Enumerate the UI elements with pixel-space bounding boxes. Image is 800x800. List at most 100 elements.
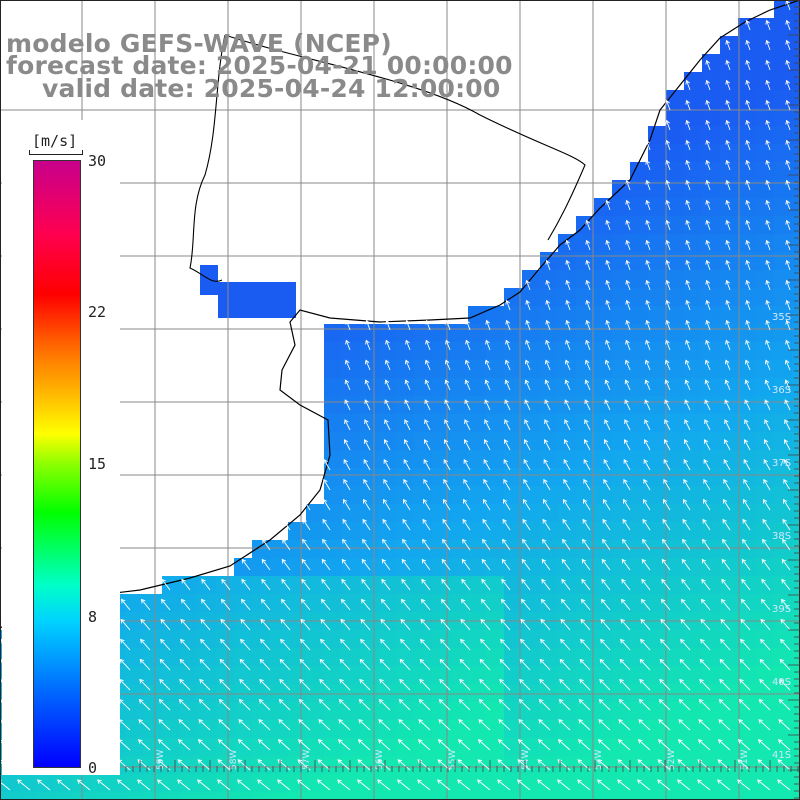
wind-arrow — [563, 458, 571, 471]
wind-arrow — [300, 618, 311, 631]
wind-arrow — [619, 678, 631, 691]
wind-arrow — [765, 199, 771, 211]
wind-arrow — [705, 299, 711, 311]
wind-arrow — [604, 419, 611, 431]
wind-arrow — [761, 558, 771, 571]
wind-arrow — [401, 578, 411, 591]
wind-arrow — [583, 478, 591, 491]
wind-arrow — [460, 618, 471, 631]
wind-arrow — [744, 419, 751, 431]
wind-arrow — [479, 678, 491, 691]
wind-arrow — [564, 399, 571, 411]
wind-arrow — [605, 339, 611, 351]
wind-arrow — [280, 618, 291, 631]
wind-arrow — [179, 678, 191, 691]
wind-arrow — [785, 79, 791, 91]
wind-arrow — [240, 618, 251, 631]
wind-arrow — [662, 518, 671, 531]
wind-arrow — [584, 359, 591, 371]
wind-arrow — [498, 698, 511, 711]
wind-arrow — [705, 159, 711, 171]
wind-arrow — [585, 219, 591, 231]
wind-arrow — [677, 739, 691, 751]
wind-arrow — [621, 578, 631, 591]
wind-arrow — [260, 618, 271, 631]
wind-arrow — [445, 319, 451, 331]
wind-arrow — [239, 658, 251, 671]
wind-arrow — [604, 359, 611, 371]
wind-arrow — [363, 458, 371, 471]
wind-arrow — [765, 19, 771, 31]
wind-arrow — [643, 478, 651, 491]
wind-arrow — [685, 199, 691, 211]
wind-arrow — [639, 658, 651, 671]
lat-label: 36S — [772, 385, 791, 396]
wind-arrow — [404, 399, 411, 411]
wind-arrow — [460, 598, 471, 611]
wind-arrow — [200, 638, 211, 651]
lon-label: 55W — [448, 750, 458, 770]
wind-arrow — [705, 199, 711, 211]
wind-arrow — [158, 698, 171, 711]
wind-arrow — [681, 558, 691, 571]
wind-arrow — [140, 598, 151, 611]
colorbar-tick-15: 15 — [88, 455, 107, 473]
wind-arrow — [783, 439, 791, 451]
wind-arrow — [759, 678, 771, 691]
wind-arrow — [501, 578, 511, 591]
wind-arrow — [584, 419, 591, 431]
wind-arrow — [720, 638, 731, 651]
wind-arrow — [679, 658, 691, 671]
wind-arrow — [624, 419, 631, 431]
wind-arrow — [760, 598, 771, 611]
wind-arrow — [480, 598, 491, 611]
wind-arrow — [437, 739, 451, 751]
wind-arrow — [765, 219, 771, 231]
wind-arrow — [257, 779, 271, 791]
wind-arrow — [725, 159, 731, 171]
wind-arrow — [638, 698, 651, 711]
wind-arrow — [357, 759, 371, 771]
wind-arrow — [565, 279, 571, 291]
wind-arrow — [765, 79, 771, 91]
wind-arrow — [603, 439, 611, 451]
lon-label: 54W — [521, 750, 531, 770]
wind-arrow — [620, 618, 631, 631]
wind-arrow — [397, 779, 411, 791]
wind-arrow — [120, 618, 131, 631]
wind-arrow — [705, 259, 711, 271]
wind-arrow — [423, 458, 431, 471]
wind-arrow — [683, 439, 691, 451]
wind-arrow — [542, 498, 551, 511]
lon-label: 51W — [740, 750, 750, 770]
wind-arrow — [645, 179, 651, 191]
wind-arrow — [364, 359, 371, 371]
wind-arrow — [765, 159, 771, 171]
wind-arrow — [337, 739, 351, 751]
wind-arrow — [120, 598, 131, 611]
wind-arrow — [645, 319, 651, 331]
wind-arrow — [220, 598, 231, 611]
wind-arrow — [400, 638, 411, 651]
wind-arrow — [339, 658, 351, 671]
wind-arrow — [659, 658, 671, 671]
wind-arrow — [785, 339, 791, 351]
wind-arrow — [341, 578, 351, 591]
wind-arrow — [444, 419, 451, 431]
wind-arrow — [437, 779, 451, 791]
wind-arrow — [718, 719, 731, 731]
wind-arrow — [742, 518, 751, 531]
wind-arrow — [785, 279, 791, 291]
wind-arrow — [605, 219, 611, 231]
wind-arrow — [779, 658, 791, 671]
wind-arrow — [418, 719, 431, 731]
wind-arrow — [757, 739, 771, 751]
wind-arrow — [680, 598, 691, 611]
wind-arrow — [643, 439, 651, 451]
wind-arrow — [725, 239, 731, 251]
wind-arrow — [517, 739, 531, 751]
wind-arrow — [463, 458, 471, 471]
wind-arrow — [685, 279, 691, 291]
wind-arrow — [261, 558, 271, 571]
wind-arrow — [600, 638, 611, 651]
